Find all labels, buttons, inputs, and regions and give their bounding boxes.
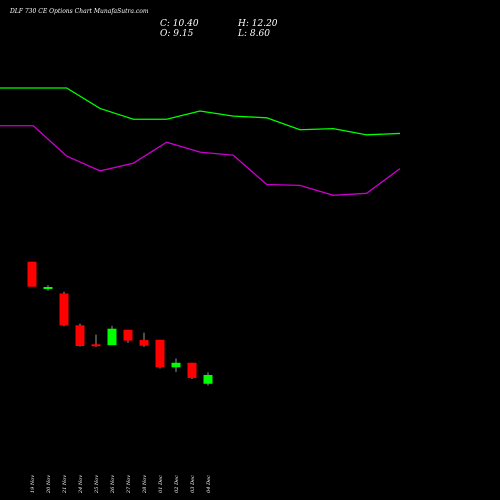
lower-band-line: [0, 125, 401, 196]
candle-body: [123, 329, 133, 341]
high-label: H:: [238, 19, 249, 29]
candle-6: [123, 329, 133, 343]
candle-body: [187, 362, 197, 379]
candle-body: [171, 362, 181, 368]
chart-title: DLF 730 CE Options Chart MunafaSutra.com: [10, 8, 149, 15]
candle-body: [59, 293, 69, 326]
x-tick-label: 25 Nov: [94, 475, 100, 494]
close-label: C:: [160, 19, 170, 29]
candle-1: [43, 285, 53, 291]
low-label: L:: [238, 29, 248, 39]
candle-body: [91, 344, 101, 347]
candle-body: [203, 374, 213, 384]
candle-body: [155, 339, 165, 368]
low-value: 8.60: [249, 29, 270, 39]
x-tick-label: 03 Dec: [190, 475, 196, 493]
open-value: 9.15: [173, 29, 194, 39]
candle-8: [155, 339, 165, 369]
candle-body: [75, 325, 85, 347]
close-readout: C: 10.40: [160, 19, 199, 29]
x-tick-label: 02 Dec: [174, 475, 180, 493]
candle-5: [107, 325, 117, 346]
x-tick-label: 19 Nov: [30, 475, 36, 493]
open-readout: O: 9.15: [160, 29, 193, 39]
candle-10: [187, 362, 197, 379]
x-tick-label: 24 Nov: [78, 475, 84, 494]
low-readout: L: 8.60: [238, 29, 270, 39]
candle-0: [27, 261, 37, 287]
candle-2: [59, 291, 69, 327]
x-tick-label: 26 Nov: [110, 475, 116, 494]
open-label: O:: [160, 29, 171, 39]
close-value: 10.40: [172, 19, 199, 29]
x-tick-label: 27 Nov: [126, 475, 132, 494]
high-value: 12.20: [251, 19, 278, 29]
x-tick-label: 20 Nov: [46, 475, 52, 494]
upper-band-line: [0, 87, 401, 136]
x-tick-label: 21 Nov: [62, 475, 68, 494]
candle-9: [171, 358, 181, 372]
candle-body: [107, 328, 117, 346]
candle-body: [43, 286, 53, 289]
candle-body: [27, 261, 37, 287]
candle-7: [139, 332, 149, 347]
x-tick-label: 01 Dec: [158, 475, 164, 493]
x-tick-label: 04 Dec: [206, 475, 212, 493]
candle-4: [91, 334, 101, 347]
candle-body: [139, 340, 149, 346]
candle-3: [75, 323, 85, 347]
high-readout: H: 12.20: [238, 19, 278, 29]
x-tick-label: 28 Nov: [142, 475, 148, 494]
candle-11: [203, 372, 213, 386]
